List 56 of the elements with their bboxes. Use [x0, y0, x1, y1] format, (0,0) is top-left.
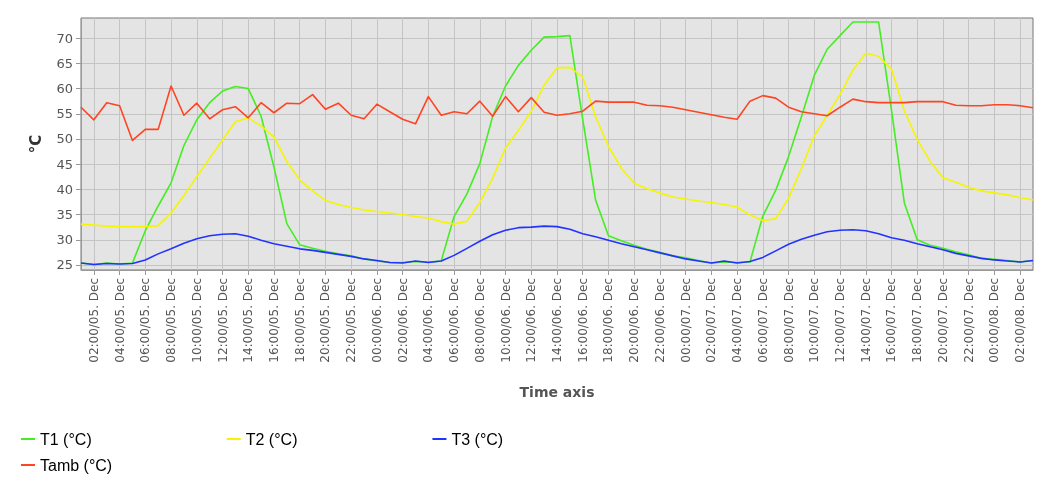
x-tick-label: 00:00/08. Dec: [987, 278, 1002, 363]
line-series: [80, 85, 1034, 142]
x-tick-label: 10:00/05. Dec: [189, 278, 204, 363]
x-tick-label: 14:00/06. Dec: [550, 278, 564, 363]
x-axis-title: Time axis: [519, 384, 595, 400]
y-tick-label: 60: [56, 81, 73, 97]
x-tick-label: 22:00/06. Dec: [652, 278, 667, 363]
y-tick-label: 70: [56, 30, 73, 46]
y-tick-label: 65: [56, 55, 73, 71]
y-tick-label: 50: [56, 131, 73, 147]
y-tick-label: 30: [56, 232, 73, 248]
legend-label: T2 (°C): [245, 430, 298, 448]
x-tick-label: 18:00/05. Dec: [292, 278, 307, 363]
y-tick-label: 45: [56, 156, 73, 172]
x-tick-label: 14:00/05. Dec: [241, 278, 256, 363]
line-series: [80, 52, 1034, 228]
x-tick-label: 14:00/07. Dec: [858, 278, 873, 363]
x-tick-label: 22:00/05. Dec: [344, 278, 359, 363]
legend-label: T3 (°C): [451, 430, 504, 448]
x-tick-label: 20:00/07. Dec: [935, 278, 950, 363]
legend-label: T1 (°C): [40, 430, 92, 448]
line-series: [80, 225, 1034, 266]
x-tick-label: 02:00/07. Dec: [704, 278, 719, 363]
y-tick-label: 55: [56, 106, 73, 122]
legend-label: Tamb (°C): [40, 456, 113, 474]
y-axis-title: °C: [26, 134, 45, 154]
x-tick-label: 00:00/07. Dec: [678, 278, 693, 363]
x-tick-label: 18:00/07. Dec: [910, 278, 925, 363]
x-tick-label: 12:00/05. Dec: [215, 278, 230, 363]
x-tick-label: 00:00/06. Dec: [369, 278, 384, 363]
x-tick-label: 20:00/05. Dec: [318, 278, 333, 363]
x-tick-label: 10:00/06. Dec: [498, 278, 513, 363]
x-tick-label: 04:00/05. Dec: [112, 278, 127, 363]
y-tick-label: 25: [56, 257, 73, 273]
x-tick-label: 08:00/06. Dec: [472, 278, 487, 363]
y-tick-label: 35: [56, 207, 73, 223]
x-tick-label: 12:00/06. Dec: [524, 278, 539, 363]
x-tick-label: 06:00/07. Dec: [755, 278, 770, 363]
x-tick-label: 06:00/06. Dec: [447, 278, 462, 363]
x-tick-label: 12:00/07. Dec: [833, 278, 848, 363]
x-tick-label: 16:00/05. Dec: [266, 278, 281, 363]
x-tick-label: 16:00/07. Dec: [884, 278, 899, 363]
x-tick-label: 02:00/06. Dec: [395, 278, 410, 363]
x-tick-label: 08:00/05. Dec: [164, 278, 179, 363]
x-tick-label: 18:00/06. Dec: [601, 278, 616, 363]
x-tick-label: 04:00/06. Dec: [421, 278, 436, 363]
x-tick-label: 06:00/05. Dec: [138, 278, 153, 363]
x-tick-label: 02:00/08. Dec: [1013, 278, 1028, 363]
x-tick-label: 22:00/07. Dec: [961, 278, 976, 363]
y-tick-label: 40: [56, 181, 73, 197]
x-tick-label: 10:00/07. Dec: [807, 278, 822, 363]
x-tick-label: 16:00/06. Dec: [575, 278, 590, 363]
x-tick-label: 04:00/07. Dec: [730, 278, 745, 363]
x-tick-label: 08:00/07. Dec: [781, 278, 796, 363]
x-tick-label: 02:00/05. Dec: [86, 278, 101, 363]
x-tick-label: 20:00/06. Dec: [627, 278, 642, 363]
